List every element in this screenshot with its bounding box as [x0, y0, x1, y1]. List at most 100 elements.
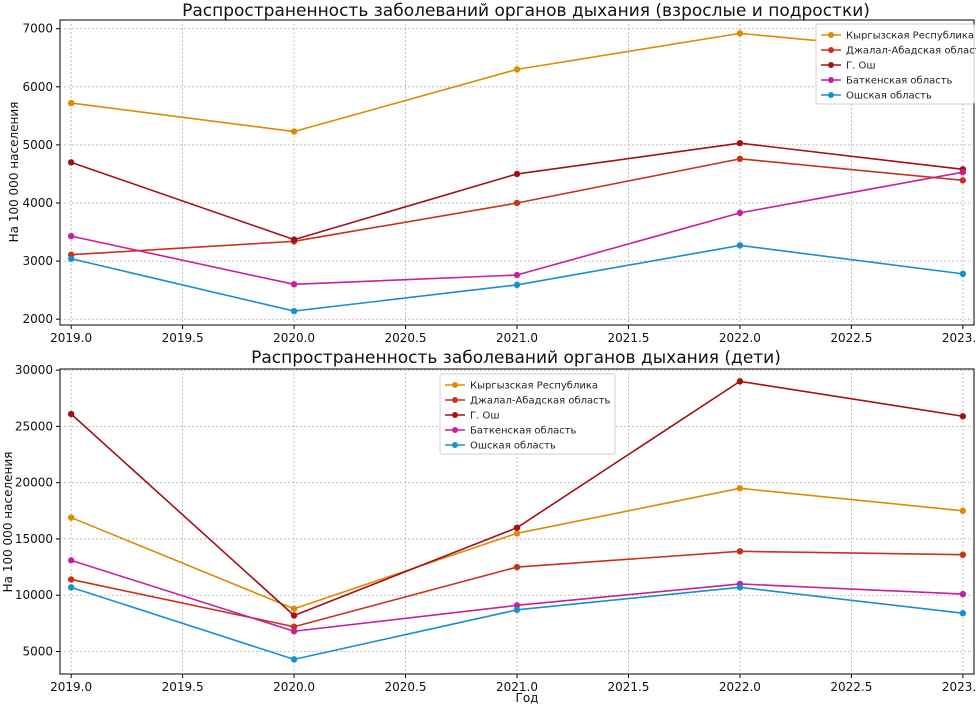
grid-lines — [60, 369, 974, 674]
data-point — [959, 169, 967, 176]
data-point — [736, 30, 744, 37]
x-tick-label: 2020.0 — [273, 331, 315, 345]
x-tick-label: 2021.0 — [496, 331, 538, 345]
x-axis-label: Год — [516, 691, 539, 705]
data-point — [290, 128, 298, 135]
data-point — [959, 610, 967, 617]
data-point — [67, 557, 75, 564]
data-point — [513, 199, 521, 207]
legend-label: Джалал-Абадская область — [846, 46, 976, 57]
x-tick-label: 2020.0 — [273, 680, 315, 694]
data-point — [513, 271, 521, 279]
legend-item: Джалал-Абадская область — [821, 46, 976, 57]
data-point — [67, 99, 75, 107]
y-tick-label: 5000 — [22, 644, 53, 658]
chart-title: Распространенность заболеваний органов д… — [182, 1, 870, 21]
legend-swatch-marker — [828, 77, 834, 83]
x-tick-label: 2021.5 — [607, 331, 649, 345]
data-point — [67, 232, 75, 240]
data-point — [736, 378, 744, 385]
data-point — [736, 139, 744, 147]
data-point — [959, 507, 967, 515]
x-ticks: 2019.0 2019.5 2020.0 2020.5 2021.0 2021.5 2022… — [50, 325, 976, 345]
legend-label: Г. Ош — [470, 411, 499, 422]
x-tick-label: 2023.0 — [942, 680, 976, 694]
y-ticks: 5000 10000 15000 20000 25000 30000 — [15, 363, 60, 658]
x-ticks: 2019.0 2019.5 2020.0 2020.5 2021.0 2021.5 2022… — [50, 674, 976, 694]
legend-item: Баткенская область — [821, 76, 953, 87]
legend-item: Ошская область — [821, 91, 932, 102]
x-tick-label: 2022.5 — [830, 331, 872, 345]
x-tick-label: 2019.5 — [162, 331, 204, 345]
data-point — [736, 584, 744, 591]
data-point — [513, 281, 521, 289]
y-tick-label: 10000 — [15, 588, 53, 602]
data-point — [67, 576, 75, 583]
legend-item: Г. Ош — [821, 61, 875, 72]
legend-swatch-marker — [452, 382, 458, 388]
data-point — [67, 255, 75, 262]
x-tick-label: 2022.0 — [719, 331, 761, 345]
data-point — [959, 551, 967, 558]
x-tick-label: 2020.5 — [385, 680, 427, 694]
series-layer — [67, 30, 967, 315]
data-point — [290, 623, 298, 630]
legend-label: Джалал-Абадская область — [470, 396, 611, 407]
series-layer — [67, 378, 967, 663]
data-point — [736, 155, 744, 163]
x-tick-label: 2020.5 — [385, 331, 427, 345]
legend-label: Ошская область — [846, 91, 932, 102]
data-point — [513, 563, 521, 571]
data-point — [290, 281, 298, 288]
x-tick-label: 2022.0 — [719, 680, 761, 694]
y-tick-label: 7000 — [22, 22, 53, 36]
data-point — [67, 514, 75, 521]
data-point — [513, 170, 521, 178]
y-tick-label: 20000 — [15, 476, 53, 490]
legend-label: Г. Ош — [846, 61, 875, 72]
legend-label: Ошская область — [470, 441, 556, 452]
series-3 — [67, 169, 967, 288]
y-tick-label: 15000 — [15, 532, 53, 546]
series-4 — [67, 242, 967, 315]
legend-label: Кыргызская Республика — [470, 381, 598, 392]
data-point — [290, 605, 298, 612]
data-point — [513, 524, 521, 531]
data-point — [513, 606, 521, 614]
data-point — [736, 242, 744, 249]
data-point — [290, 612, 298, 619]
data-point — [959, 590, 967, 598]
y-tick-label: 3000 — [22, 254, 53, 268]
data-point — [290, 628, 298, 635]
y-ticks: 2000 3000 4000 5000 6000 7000 — [22, 22, 60, 326]
data-point — [736, 548, 744, 555]
data-point — [290, 656, 298, 663]
legend-item: Ошская область — [445, 441, 556, 452]
y-axis-label: На 100 000 населения — [7, 102, 21, 243]
legend-item: Кыргызская Республика — [821, 31, 974, 42]
series-2 — [67, 378, 967, 619]
legend-box — [815, 23, 975, 105]
series-1 — [67, 548, 967, 630]
y-tick-label: 6000 — [22, 80, 53, 94]
legend-swatch-marker — [828, 62, 834, 68]
y-tick-label: 25000 — [15, 419, 53, 433]
x-tick-label: 2019.0 — [50, 331, 92, 345]
data-point — [959, 413, 967, 420]
data-point — [513, 66, 521, 73]
legend: Кыргызская Республика Джалал-Абадская обл… — [439, 373, 616, 455]
data-point — [513, 530, 521, 537]
data-point — [67, 159, 75, 166]
x-tick-label: 2021.5 — [607, 680, 649, 694]
legend-swatch-marker — [452, 397, 458, 403]
legend-swatch-marker — [452, 442, 458, 448]
legend-label: Кыргызская Республика — [846, 31, 974, 42]
data-point — [67, 410, 75, 418]
y-tick-label: 5000 — [22, 138, 53, 152]
y-axis-label: На 100 000 населения — [1, 452, 15, 593]
legend-item: Кыргызская Республика — [445, 381, 598, 392]
chart-panel-adults: Распространенность заболеваний органов д… — [7, 1, 976, 345]
data-point — [290, 307, 298, 315]
legend-item: Джалал-Абадская область — [445, 396, 611, 407]
x-tick-label: 2021.0 — [496, 680, 538, 694]
